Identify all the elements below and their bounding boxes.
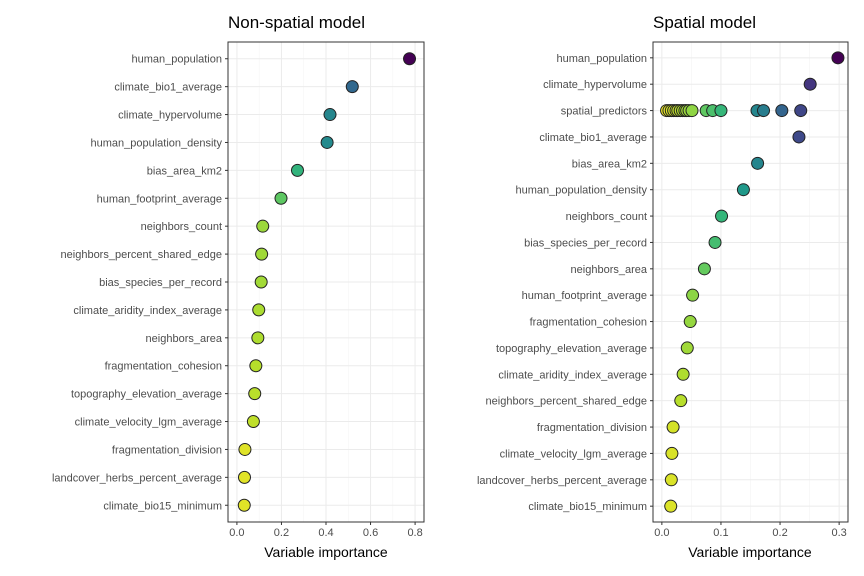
- panel-title: Non-spatial model: [228, 13, 365, 32]
- data-point: [403, 52, 417, 66]
- x-axis-label: Variable importance: [264, 544, 388, 560]
- data-point: [666, 420, 680, 434]
- y-tick-label: fragmentation_cohesion: [530, 317, 647, 329]
- y-tick-label: neighbors_count: [141, 221, 222, 233]
- y-tick-label: climate_bio1_average: [114, 82, 222, 94]
- data-point: [248, 387, 262, 401]
- y-tick-label: bias_species_per_record: [524, 237, 647, 249]
- y-tick-label: topography_elevation_average: [71, 389, 222, 401]
- x-tick-label: 0.0: [654, 527, 669, 539]
- data-point: [237, 498, 251, 512]
- data-point: [323, 108, 337, 122]
- data-point: [237, 470, 251, 484]
- panel-border: [652, 41, 849, 523]
- data-point: [715, 209, 729, 223]
- data-point: [680, 341, 694, 355]
- data-point: [775, 104, 789, 118]
- y-tick-label: neighbors_percent_shared_edge: [486, 396, 647, 408]
- y-tick-label: human_footprint_average: [97, 193, 222, 205]
- y-tick-label: human_footprint_average: [522, 290, 647, 302]
- data-point: [714, 104, 728, 118]
- data-point: [683, 315, 697, 329]
- plot-area: [653, 42, 848, 522]
- y-tick-label: topography_elevation_average: [496, 343, 647, 355]
- y-tick-label: human_population: [131, 54, 222, 66]
- y-tick-label: bias_species_per_record: [99, 277, 222, 289]
- x-tick-label: 0.1: [713, 527, 728, 539]
- data-point: [676, 367, 690, 381]
- data-point: [246, 415, 260, 429]
- data-point: [757, 104, 770, 118]
- data-point: [254, 275, 268, 289]
- y-tick-label: bias_area_km2: [147, 165, 222, 177]
- y-tick-label: climate_bio1_average: [539, 132, 647, 144]
- data-point: [664, 499, 678, 513]
- y-tick-label: human_population: [556, 53, 647, 65]
- data-point: [252, 303, 266, 317]
- panel-border: [227, 41, 425, 523]
- y-tick-label: climate_aridity_index_average: [73, 305, 222, 317]
- y-tick-label: fragmentation_division: [537, 422, 647, 434]
- data-point: [792, 130, 806, 144]
- y-tick-label: human_population_density: [91, 137, 223, 149]
- y-tick-label: climate_bio15_minimum: [103, 500, 222, 512]
- data-point: [290, 163, 304, 177]
- data-point: [251, 331, 265, 345]
- x-tick-label: 0.2: [772, 527, 787, 539]
- y-tick-label: spatial_predictors: [561, 106, 648, 118]
- data-point: [665, 446, 679, 460]
- spatial-model-panel: Spatial model Variable importance human_…: [477, 13, 849, 560]
- data-point: [320, 135, 334, 149]
- data-point: [664, 473, 678, 487]
- data-point: [708, 235, 722, 249]
- y-tick-label: climate_velocity_lgm_average: [500, 448, 647, 460]
- data-point: [831, 51, 845, 65]
- data-point: [345, 80, 359, 94]
- y-tick-label: neighbors_percent_shared_edge: [61, 249, 222, 261]
- y-tick-label: climate_bio15_minimum: [528, 501, 647, 513]
- non-spatial-model-panel: Non-spatial model Variable importance hu…: [52, 13, 425, 560]
- y-tick-label: landcover_herbs_percent_average: [477, 475, 647, 487]
- y-tick-label: fragmentation_division: [112, 444, 222, 456]
- data-point: [686, 288, 700, 302]
- x-tick-label: 0.0: [229, 527, 244, 539]
- x-tick-label: 0.8: [407, 527, 422, 539]
- y-tick-label: neighbors_count: [566, 211, 647, 223]
- y-tick-label: climate_hypervolume: [118, 110, 222, 122]
- x-tick-label: 0.2: [274, 527, 289, 539]
- data-point: [751, 156, 765, 170]
- data-point: [674, 394, 688, 408]
- panel-title: Spatial model: [653, 13, 756, 32]
- y-tick-label: human_population_density: [516, 185, 648, 197]
- x-tick-label: 0.4: [318, 527, 333, 539]
- data-point: [256, 219, 270, 233]
- x-tick-label: 0.6: [363, 527, 378, 539]
- data-point: [794, 104, 808, 118]
- x-tick-label: 0.3: [831, 527, 846, 539]
- data-point: [697, 262, 711, 276]
- y-tick-label: climate_hypervolume: [543, 79, 647, 91]
- y-tick-label: neighbors_area: [146, 333, 223, 345]
- data-point: [685, 104, 699, 118]
- y-tick-label: neighbors_area: [571, 264, 648, 276]
- data-point: [255, 247, 269, 261]
- y-tick-label: fragmentation_cohesion: [105, 361, 222, 373]
- data-point: [249, 359, 263, 373]
- data-point: [274, 191, 288, 205]
- y-tick-label: landcover_herbs_percent_average: [52, 472, 222, 484]
- y-tick-label: climate_aridity_index_average: [498, 369, 647, 381]
- data-point: [803, 77, 817, 91]
- y-tick-label: climate_velocity_lgm_average: [75, 417, 222, 429]
- data-point: [238, 442, 252, 456]
- data-point: [736, 183, 750, 197]
- y-tick-label: bias_area_km2: [572, 158, 647, 170]
- x-axis-label: Variable importance: [688, 544, 812, 560]
